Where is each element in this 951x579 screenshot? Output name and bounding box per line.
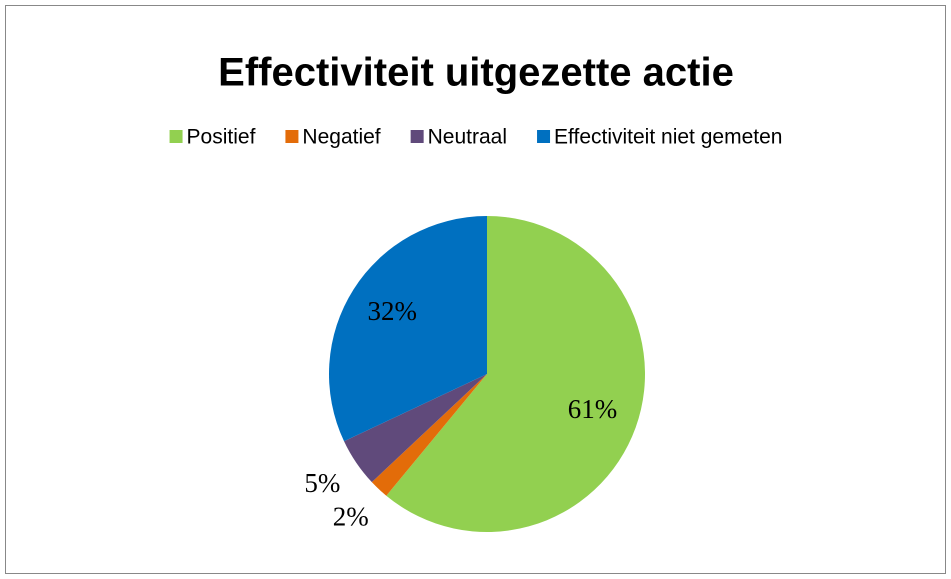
data-label: 32%: [368, 296, 418, 326]
chart-title: Effectiviteit uitgezette actie: [218, 51, 734, 95]
data-label: 5%: [304, 468, 340, 498]
legend-label: Neutraal: [428, 126, 507, 149]
legend-swatch: [537, 130, 551, 143]
data-label: 61%: [568, 394, 618, 424]
legend-label: Negatief: [302, 126, 380, 149]
data-label: 2%: [333, 501, 369, 531]
legend-swatch: [285, 130, 299, 143]
pie-slice: [344, 374, 487, 483]
legend-swatch: [410, 130, 424, 143]
legend-label: Effectiviteit niet gemeten: [554, 126, 782, 149]
pie-slice: [371, 374, 487, 496]
legend-label: Positief: [187, 126, 256, 149]
legend-swatch: [169, 130, 183, 143]
pie-slice: [386, 216, 645, 532]
pie-slice: [329, 216, 487, 442]
